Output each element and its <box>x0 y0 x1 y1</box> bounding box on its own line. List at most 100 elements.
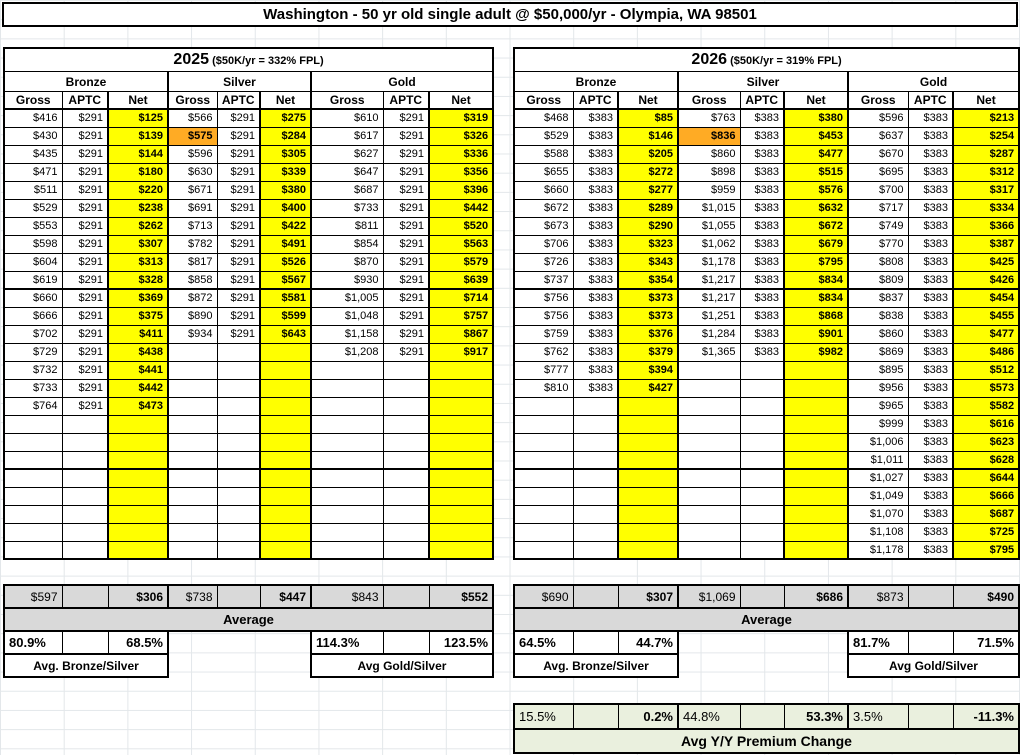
bronze-aptc-cell[interactable]: $383 <box>572 162 619 182</box>
silver-gross-cell[interactable]: $898 <box>677 162 741 182</box>
gold-net-cell[interactable]: $336 <box>427 144 495 164</box>
gold-gross-cell[interactable]: $965 <box>847 396 909 416</box>
gold-gross-cell[interactable]: $837 <box>847 288 909 308</box>
silver-gross-cell[interactable]: $934 <box>167 324 218 344</box>
gold-net-cell[interactable]: $477 <box>951 324 1020 344</box>
bronze-aptc-cell[interactable]: $291 <box>61 162 109 182</box>
summary-average-cell[interactable]: $307 <box>617 584 679 609</box>
gold-gross-cell[interactable]: $1,005 <box>310 288 384 308</box>
summary-average-cell[interactable]: $1,069 <box>677 584 741 609</box>
gold-gross-cell[interactable]: $617 <box>310 126 384 146</box>
gold-aptc-cell[interactable]: $383 <box>907 324 954 344</box>
bronze-net-cell[interactable]: $290 <box>617 216 679 236</box>
bronze-aptc-cell[interactable]: $383 <box>572 360 619 380</box>
silver-net-cell[interactable]: $834 <box>783 288 849 308</box>
gold-net-cell[interactable]: $644 <box>951 468 1020 488</box>
silver-net-cell[interactable]: $868 <box>783 306 849 326</box>
bronze-gross-cell[interactable]: $435 <box>3 144 63 164</box>
silver-aptc-cell[interactable]: $383 <box>739 324 785 344</box>
silver-aptc-cell[interactable]: $383 <box>739 252 785 272</box>
bronze-aptc-cell[interactable]: $291 <box>61 288 109 308</box>
gold-gross-cell[interactable]: $1,108 <box>847 522 909 542</box>
silver-net-cell[interactable]: $453 <box>783 126 849 146</box>
summary-average-cell[interactable]: $843 <box>310 584 384 609</box>
bronze-gross-cell[interactable]: $729 <box>3 342 63 362</box>
gold-net-cell[interactable]: $582 <box>951 396 1020 416</box>
gold-aptc-cell[interactable]: $291 <box>382 162 430 182</box>
bronze-aptc-cell[interactable]: $291 <box>61 378 109 398</box>
gold-net-cell[interactable]: $687 <box>951 504 1020 524</box>
bronze-net-cell[interactable]: $220 <box>107 180 169 200</box>
gold-gross-cell[interactable]: $627 <box>310 144 384 164</box>
summary-ratio-cell[interactable]: 80.9% <box>3 630 63 655</box>
gold-gross-cell[interactable]: $809 <box>847 270 909 290</box>
summary-average-cell[interactable]: $490 <box>952 584 1020 609</box>
summary-average-cell[interactable]: $873 <box>847 584 909 609</box>
bronze-aptc-cell[interactable]: $383 <box>572 198 619 218</box>
gold-net-cell[interactable]: $757 <box>427 306 495 326</box>
summary-ratio-cell[interactable]: 71.5% <box>952 630 1020 655</box>
gold-net-cell[interactable]: $714 <box>427 288 495 308</box>
gold-aptc-cell[interactable]: $291 <box>382 144 430 164</box>
gold-gross-cell[interactable]: $956 <box>847 378 909 398</box>
bronze-net-cell[interactable]: $328 <box>107 270 169 290</box>
silver-net-cell[interactable]: $643 <box>259 324 312 344</box>
silver-aptc-cell[interactable]: $291 <box>216 324 261 344</box>
gold-gross-cell[interactable]: $1,011 <box>847 450 909 470</box>
gold-net-cell[interactable]: $312 <box>951 162 1020 182</box>
gold-net-cell[interactable]: $579 <box>427 252 495 272</box>
bronze-gross-cell[interactable]: $553 <box>3 216 63 236</box>
gold-net-cell[interactable]: $425 <box>951 252 1020 272</box>
bronze-net-cell[interactable]: $85 <box>617 108 679 128</box>
gold-net-cell[interactable]: $616 <box>951 414 1020 434</box>
bronze-net-cell[interactable]: $343 <box>617 252 679 272</box>
silver-gross-cell[interactable]: $959 <box>677 180 741 200</box>
gold-gross-cell[interactable]: $647 <box>310 162 384 182</box>
bronze-aptc-cell[interactable]: $383 <box>572 216 619 236</box>
bronze-net-cell[interactable]: $125 <box>107 108 169 128</box>
gold-aptc-cell[interactable]: $383 <box>907 486 954 506</box>
gold-aptc-cell[interactable]: $383 <box>907 126 954 146</box>
bronze-net-cell[interactable]: $277 <box>617 180 679 200</box>
bronze-aptc-cell[interactable]: $291 <box>61 144 109 164</box>
gold-net-cell[interactable]: $387 <box>951 234 1020 254</box>
bronze-aptc-cell[interactable]: $291 <box>61 216 109 236</box>
gold-net-cell[interactable]: $725 <box>951 522 1020 542</box>
summary-average-cell[interactable]: $686 <box>783 584 849 609</box>
bronze-gross-cell[interactable]: $673 <box>513 216 574 236</box>
bronze-gross-cell[interactable]: $468 <box>513 108 574 128</box>
bronze-net-cell[interactable]: $473 <box>107 396 169 416</box>
bronze-aptc-cell[interactable]: $291 <box>61 270 109 290</box>
gold-gross-cell[interactable]: $838 <box>847 306 909 326</box>
silver-gross-cell[interactable]: $671 <box>167 180 218 200</box>
gold-gross-cell[interactable]: $860 <box>847 324 909 344</box>
bronze-gross-cell[interactable]: $672 <box>513 198 574 218</box>
gold-net-cell[interactable]: $520 <box>427 216 495 236</box>
silver-net-cell[interactable]: $632 <box>783 198 849 218</box>
bronze-gross-cell[interactable]: $655 <box>513 162 574 182</box>
gold-net-cell[interactable]: $213 <box>951 108 1020 128</box>
silver-gross-cell[interactable]: $1,015 <box>677 198 741 218</box>
bronze-net-cell[interactable]: $373 <box>617 288 679 308</box>
gold-aptc-cell[interactable]: $383 <box>907 540 954 560</box>
bronze-net-cell[interactable]: $144 <box>107 144 169 164</box>
bronze-aptc-cell[interactable]: $291 <box>61 306 109 326</box>
summary-ratio-cell[interactable]: 64.5% <box>513 630 574 655</box>
bronze-aptc-cell[interactable]: $383 <box>572 342 619 362</box>
silver-net-cell[interactable]: $672 <box>783 216 849 236</box>
gold-gross-cell[interactable]: $717 <box>847 198 909 218</box>
gold-aptc-cell[interactable]: $383 <box>907 288 954 308</box>
gold-aptc-cell[interactable]: $383 <box>907 306 954 326</box>
silver-gross-cell[interactable]: $575 <box>167 126 218 146</box>
silver-aptc-cell[interactable]: $383 <box>739 108 785 128</box>
bronze-gross-cell[interactable]: $619 <box>3 270 63 290</box>
silver-aptc-cell[interactable]: $383 <box>739 288 785 308</box>
gold-net-cell[interactable]: $867 <box>427 324 495 344</box>
silver-aptc-cell[interactable]: $291 <box>216 162 261 182</box>
gold-net-cell[interactable]: $563 <box>427 234 495 254</box>
bronze-aptc-cell[interactable]: $291 <box>61 396 109 416</box>
summary-ratio-cell[interactable]: 68.5% <box>107 630 169 655</box>
silver-aptc-cell[interactable]: $383 <box>739 270 785 290</box>
silver-net-cell[interactable]: $422 <box>259 216 312 236</box>
bronze-gross-cell[interactable]: $416 <box>3 108 63 128</box>
